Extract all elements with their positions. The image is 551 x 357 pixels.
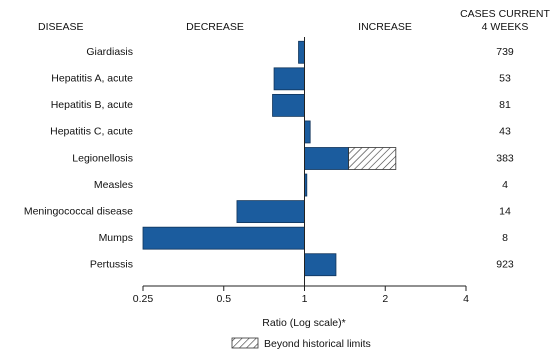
category-label: Meningococcal disease	[24, 205, 133, 217]
case-count: 923	[496, 259, 514, 271]
bar	[273, 67, 305, 91]
case-count: 8	[502, 232, 508, 244]
bar	[304, 120, 311, 144]
header: DISEASE	[38, 21, 84, 33]
bar	[236, 200, 305, 224]
category-label: Hepatitis C, acute	[50, 126, 133, 138]
bar	[304, 147, 349, 170]
category-label: Pertussis	[90, 259, 133, 271]
category-label: Legionellosis	[72, 152, 133, 164]
x-tick-label: 2	[382, 293, 388, 305]
x-tick-label: 4	[463, 293, 469, 305]
category-label: Hepatitis B, acute	[51, 99, 133, 111]
legend-swatch	[231, 337, 259, 349]
case-count: 739	[496, 46, 514, 58]
x-tick-label: 1	[302, 293, 308, 305]
case-count: 53	[499, 73, 511, 85]
bar	[142, 226, 305, 250]
header: DECREASE	[186, 21, 244, 33]
header: CASES CURRENT	[460, 8, 550, 20]
category-label: Giardiasis	[86, 46, 133, 58]
legend-label: Beyond historical limits	[264, 338, 371, 350]
bar	[272, 93, 305, 117]
category-label: Mumps	[99, 232, 133, 244]
bar-beyond-limit	[348, 147, 397, 170]
x-tick-label: 0.5	[216, 293, 231, 305]
x-tick-label: 0.25	[133, 293, 154, 305]
case-count: 43	[499, 126, 511, 138]
case-count: 14	[499, 205, 511, 217]
bar	[304, 253, 337, 277]
category-label: Hepatitis A, acute	[51, 73, 133, 85]
case-count: 81	[499, 99, 511, 111]
x-axis-title: Ratio (Log scale)*	[262, 317, 345, 329]
category-label: Measles	[94, 179, 133, 191]
bar	[298, 40, 305, 64]
header: 4 WEEKS	[482, 21, 529, 33]
case-count: 383	[496, 152, 514, 164]
header: INCREASE	[358, 21, 412, 33]
case-count: 4	[502, 179, 508, 191]
